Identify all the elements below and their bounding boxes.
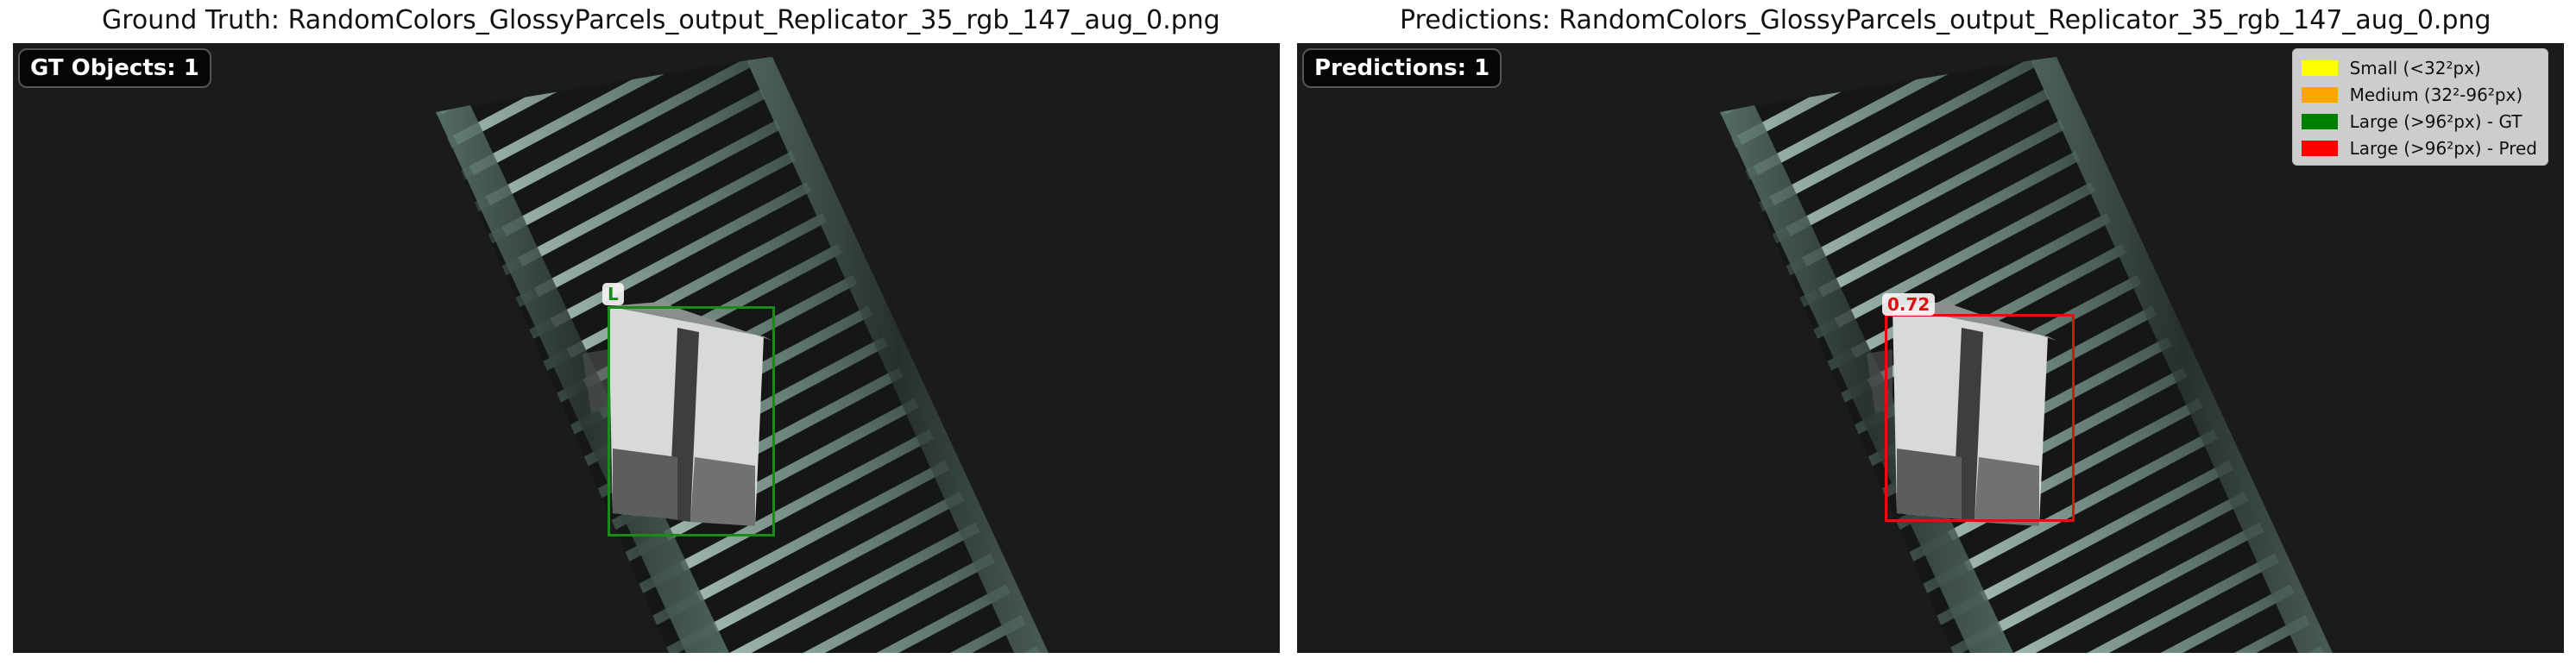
pred-count-badge: Predictions: 1 bbox=[1302, 48, 1502, 88]
legend-label-small: Small (<32²px) bbox=[2349, 57, 2481, 78]
legend-swatch-large-pred bbox=[2301, 140, 2338, 156]
gt-objects-count-badge: GT Objects: 1 bbox=[18, 48, 211, 88]
legend-swatch-small bbox=[2301, 60, 2338, 76]
gt-box-size-label: L bbox=[602, 283, 624, 305]
legend-label-large-pred: Large (>96²px) - Pred bbox=[2349, 137, 2537, 159]
legend-item-medium: Medium (32²-96²px) bbox=[2301, 81, 2537, 108]
legend-label-large-gt: Large (>96²px) - GT bbox=[2349, 110, 2522, 132]
legend-swatch-medium bbox=[2301, 86, 2338, 103]
gt-bounding-box bbox=[608, 306, 775, 536]
legend-label-medium: Medium (32²-96²px) bbox=[2349, 84, 2523, 105]
legend-item-large-gt: Large (>96²px) - GT bbox=[2301, 108, 2537, 135]
gt-scene-image bbox=[13, 43, 1280, 653]
size-legend: Small (<32²px) Medium (32²-96²px) Large … bbox=[2291, 48, 2548, 166]
pred-confidence-label: 0.72 bbox=[1882, 293, 1936, 316]
gt-image-panel: GT Objects: 1 L bbox=[13, 43, 1280, 653]
legend-item-large-pred: Large (>96²px) - Pred bbox=[2301, 135, 2537, 161]
legend-item-small: Small (<32²px) bbox=[2301, 54, 2537, 81]
pred-bounding-box bbox=[1885, 314, 2075, 522]
gt-panel-title: Ground Truth: RandomColors_GlossyParcels… bbox=[102, 5, 1220, 35]
pred-scene-image bbox=[1297, 43, 2564, 653]
pred-panel-title: Predictions: RandomColors_GlossyParcels_… bbox=[1400, 5, 2491, 35]
pred-image-panel: Predictions: 1 0.72 Small (<32²px) Mediu… bbox=[1297, 43, 2564, 653]
legend-swatch-large-gt bbox=[2301, 113, 2338, 129]
